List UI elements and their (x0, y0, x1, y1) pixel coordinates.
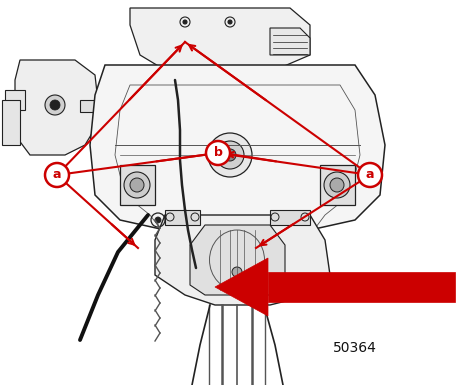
Polygon shape (270, 210, 310, 225)
Polygon shape (2, 100, 20, 145)
Circle shape (124, 172, 150, 198)
Circle shape (130, 178, 144, 192)
Circle shape (208, 133, 252, 177)
Text: a: a (366, 169, 374, 181)
Circle shape (330, 178, 344, 192)
Circle shape (45, 163, 69, 187)
Polygon shape (80, 100, 130, 112)
Polygon shape (270, 28, 310, 55)
Text: a: a (53, 169, 61, 181)
Circle shape (155, 217, 161, 223)
Circle shape (228, 20, 232, 24)
Polygon shape (5, 90, 25, 110)
Polygon shape (120, 165, 155, 205)
Circle shape (206, 141, 230, 165)
Text: b: b (214, 147, 222, 159)
Polygon shape (90, 65, 385, 275)
Circle shape (50, 100, 60, 110)
Polygon shape (215, 258, 268, 316)
Circle shape (324, 172, 350, 198)
Circle shape (183, 20, 187, 24)
Circle shape (45, 95, 65, 115)
Polygon shape (130, 8, 310, 70)
Polygon shape (15, 60, 100, 155)
Polygon shape (320, 165, 355, 205)
Text: 50364: 50364 (333, 341, 377, 355)
Polygon shape (155, 215, 330, 305)
Polygon shape (268, 272, 455, 302)
Polygon shape (165, 210, 200, 225)
Circle shape (358, 163, 382, 187)
Polygon shape (190, 225, 285, 295)
Circle shape (216, 141, 244, 169)
Circle shape (232, 267, 242, 277)
Circle shape (224, 149, 236, 161)
